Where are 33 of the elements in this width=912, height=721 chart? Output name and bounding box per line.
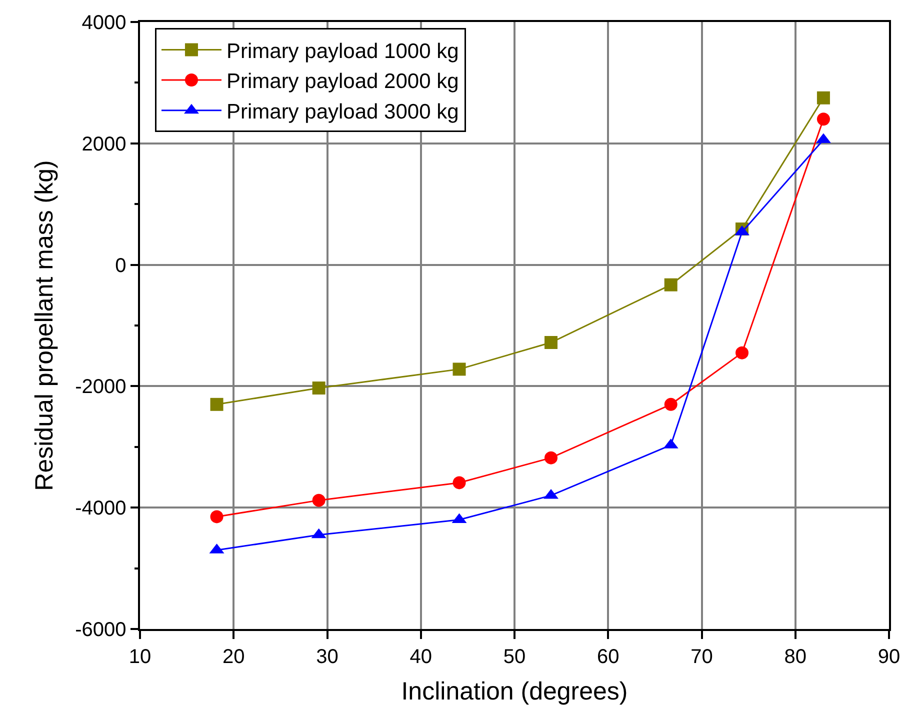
x-tick-label: 30 xyxy=(316,646,338,668)
point xyxy=(210,510,224,524)
x-tick-label: 80 xyxy=(784,646,807,668)
legend-label: Primary payload 2000 kg xyxy=(226,70,459,94)
x-tick-label: 60 xyxy=(597,646,620,668)
x-tick-label: 50 xyxy=(503,646,526,668)
point xyxy=(816,112,830,126)
point xyxy=(664,398,678,411)
x-tick-label: 40 xyxy=(410,646,432,668)
y-tick-label: 4000 xyxy=(82,12,126,34)
x-axis-title: Inclination (degrees) xyxy=(401,677,628,706)
y-tick-label: 2000 xyxy=(82,133,126,156)
x-tick-label: 10 xyxy=(128,646,152,668)
point xyxy=(664,278,678,292)
y-tick-label: 0 xyxy=(115,254,126,277)
point xyxy=(312,382,326,395)
y-tick-label: -6000 xyxy=(75,619,126,641)
point xyxy=(452,476,466,490)
point xyxy=(312,494,326,507)
point xyxy=(544,451,558,464)
point xyxy=(544,336,558,349)
point xyxy=(452,362,466,376)
x-tick-label: 70 xyxy=(690,646,713,668)
point xyxy=(816,91,830,104)
point xyxy=(736,346,749,360)
y-tick-label: -2000 xyxy=(75,376,126,398)
y-axis-title: Residual propellant mass (kg) xyxy=(30,160,58,491)
y-tick-label: -4000 xyxy=(75,498,126,520)
x-tick-label: 90 xyxy=(878,646,900,668)
legend-label: Primary payload 1000 kg xyxy=(226,40,459,63)
point xyxy=(210,398,224,411)
x-tick-label: 20 xyxy=(222,646,245,668)
legend-label: Primary payload 3000 kg xyxy=(226,100,459,124)
